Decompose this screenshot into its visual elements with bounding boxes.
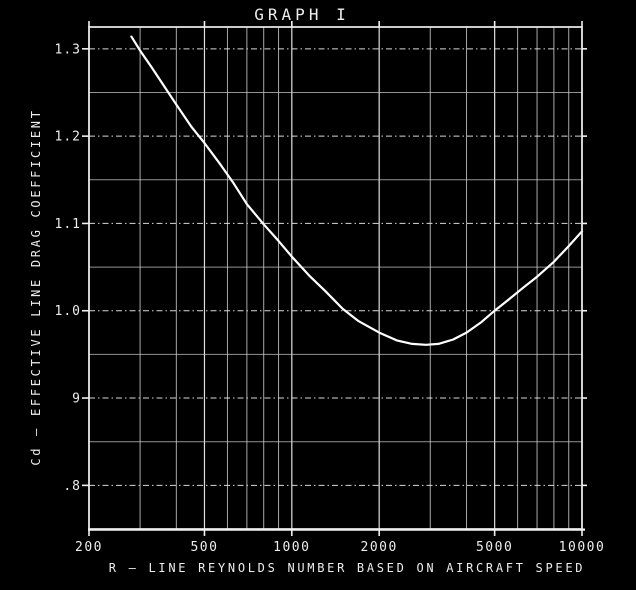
x-tick-labels: 200 500 1000 2000 5000 10000 [75,540,606,555]
y-tick-label: 9 [72,392,81,407]
y-tick-labels: 1.3 1.2 1.1 1.0 9 .8 [55,42,81,494]
x-tick-label: 2000 [361,540,398,555]
y-axis-label: Cd — EFFECTIVE LINE DRAG COEFFICIENT [29,108,43,465]
x-axis-label: R — LINE REYNOLDS NUMBER BASED ON AIRCRA… [109,561,585,575]
y-tick-label: .8 [63,479,81,494]
plot-border [88,26,583,530]
y-tick-label: 1.3 [55,42,81,57]
y-tick-label: 1.0 [55,304,81,319]
x-tick-label: 200 [75,540,103,555]
x-tick-label: 1000 [273,540,310,555]
drag-coefficient-curve [130,35,584,346]
x-tick-label: 5000 [476,540,513,555]
y-tick-label: 1.1 [55,217,81,232]
chart-title: GRAPH I [254,5,349,24]
y-tick-label: 1.2 [55,130,81,145]
x-tick-label: 500 [190,540,218,555]
x-tick-label: 10000 [559,540,606,555]
drag-curve-path [130,35,584,346]
